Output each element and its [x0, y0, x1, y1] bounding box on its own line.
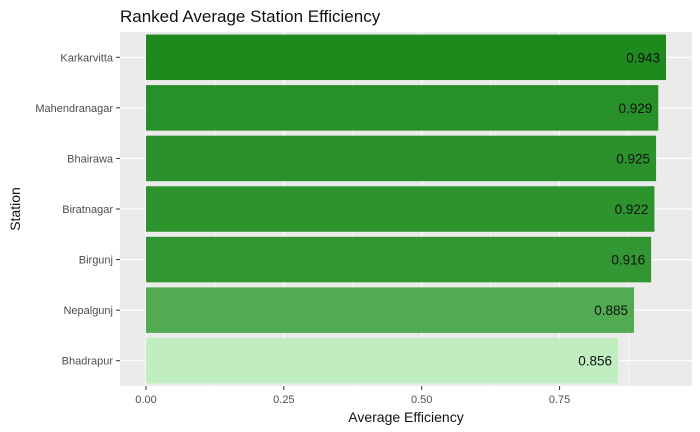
data-label-birgunj: 0.916	[611, 253, 645, 268]
x-tick-label: 0.25	[273, 394, 294, 406]
data-label-mahendranagar: 0.929	[618, 101, 652, 116]
bar-karkarvitta	[146, 34, 666, 81]
x-tick-label: 0.50	[411, 394, 432, 406]
data-label-bhadrapur: 0.856	[578, 354, 612, 369]
bars	[146, 34, 666, 384]
y-tick-label: Nepalgunj	[63, 305, 113, 317]
data-label-bhairawa: 0.925	[616, 151, 650, 166]
bar-bhairawa	[146, 135, 657, 182]
y-tick-label: Karkarvitta	[60, 52, 113, 64]
bar-birgunj	[146, 236, 652, 283]
bar-biratnagar	[146, 186, 655, 232]
chart-title: Ranked Average Station Efficiency	[120, 7, 381, 26]
y-tick-label: Mahendranagar	[35, 103, 113, 115]
x-tick-label: 0.75	[549, 394, 570, 406]
y-tick-label: Bhadrapur	[62, 356, 114, 368]
x-axis-label: Average Efficiency	[348, 409, 463, 425]
y-axis: Karkarvitta Mahendranagar Bhairawa Biratnag…	[35, 52, 120, 368]
bar-mahendranagar	[146, 85, 659, 131]
y-tick-label: Birgunj	[79, 255, 113, 267]
bar-bhadrapur	[146, 337, 619, 384]
y-tick-label: Biratnagar	[62, 204, 113, 216]
data-labels: 0.943 0.929 0.925 0.922 0.916 0.885 0.856	[578, 50, 660, 368]
x-axis: 0.00 0.25 0.50 0.75	[135, 386, 570, 406]
data-label-biratnagar: 0.922	[615, 202, 649, 217]
y-axis-label: Station	[7, 187, 23, 231]
bar-nepalgunj	[146, 287, 635, 333]
data-label-karkarvitta: 0.943	[626, 50, 660, 65]
x-tick-label: 0.00	[135, 394, 156, 406]
data-label-nepalgunj: 0.885	[594, 303, 628, 318]
y-tick-label: Bhairawa	[67, 153, 114, 165]
